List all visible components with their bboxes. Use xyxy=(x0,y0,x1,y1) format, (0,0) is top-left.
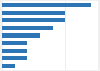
Bar xyxy=(2,41,27,45)
Bar xyxy=(2,18,66,22)
Bar xyxy=(2,3,91,7)
Bar xyxy=(2,49,27,53)
Bar xyxy=(2,64,15,68)
Bar xyxy=(2,56,27,60)
Bar xyxy=(2,11,66,15)
Bar xyxy=(2,33,40,38)
Bar xyxy=(2,26,53,30)
